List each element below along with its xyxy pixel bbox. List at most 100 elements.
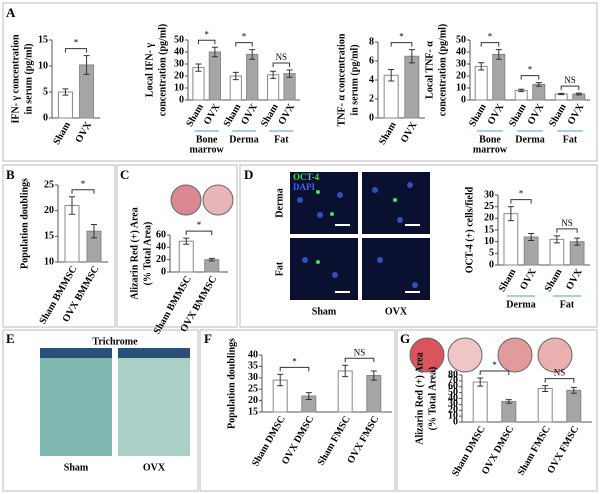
error-bar bbox=[553, 235, 560, 244]
y-axis-label: concentration (pg/ml) bbox=[157, 24, 168, 117]
error-bar bbox=[211, 46, 218, 58]
significance-bracket bbox=[479, 370, 510, 375]
group-label: Derma bbox=[506, 299, 535, 310]
y-tick-label: 30 bbox=[174, 58, 184, 69]
panel-letter: B bbox=[6, 167, 15, 182]
panel-frame bbox=[2, 329, 199, 492]
group-label: marrow bbox=[473, 144, 508, 155]
y-tick-label: 30 bbox=[456, 58, 466, 69]
tissue-image bbox=[40, 348, 112, 456]
dish-image bbox=[537, 337, 573, 373]
y-axis-label: Alizarin Red (+) Area bbox=[414, 352, 425, 444]
dish-image bbox=[447, 337, 483, 373]
bar bbox=[404, 55, 420, 119]
y-tick-label: 6 bbox=[369, 55, 374, 66]
tissue-image bbox=[118, 348, 190, 358]
bar bbox=[192, 67, 205, 101]
y-axis-label: Local IFN- γ bbox=[144, 43, 155, 97]
significance-label: * bbox=[488, 32, 493, 42]
y-tick-label: 30 bbox=[448, 399, 458, 410]
error-bar bbox=[270, 70, 277, 79]
y-tick-label: 35 bbox=[248, 361, 258, 372]
tissue-image bbox=[118, 348, 190, 456]
x-tick-label: OVX bbox=[276, 101, 297, 126]
x-tick-label: Sham bbox=[259, 102, 281, 129]
y-tick-label: 20 bbox=[484, 213, 494, 224]
y-tick-label: 50 bbox=[174, 34, 184, 45]
bar bbox=[501, 400, 517, 423]
bar bbox=[474, 65, 488, 101]
error-bar bbox=[518, 88, 525, 93]
significance-bracket bbox=[344, 357, 375, 363]
panel-letter: G bbox=[400, 331, 410, 346]
error-bar bbox=[542, 385, 549, 392]
significance-bracket bbox=[185, 230, 213, 236]
x-tick-label: Sham bbox=[377, 120, 399, 147]
error-bar bbox=[69, 196, 75, 215]
significance-bracket bbox=[480, 42, 500, 47]
y-tick-label: 60 bbox=[156, 229, 166, 240]
y-tick-label: 4 bbox=[369, 74, 374, 85]
bar bbox=[57, 91, 73, 119]
group-label: Derma bbox=[515, 134, 544, 145]
error-bar bbox=[477, 377, 484, 387]
panel-frame bbox=[2, 164, 116, 328]
dish-image bbox=[202, 184, 234, 216]
row-label: Derma bbox=[274, 188, 285, 217]
x-tick-label: OVX bbox=[399, 119, 420, 144]
significance-bracket bbox=[390, 42, 413, 47]
y-tick-label: 40 bbox=[448, 393, 458, 404]
y-tick-label: 10 bbox=[456, 82, 466, 93]
error-bar bbox=[558, 92, 565, 96]
panel-letter: A bbox=[6, 5, 16, 20]
y-axis-label: Alizarin Red (+) Area bbox=[129, 207, 140, 299]
significance-label: NS bbox=[554, 368, 566, 378]
y-tick-label: 5 bbox=[489, 248, 494, 259]
image-title: Trichrome bbox=[92, 336, 138, 347]
x-tick-label: Sham bbox=[222, 102, 244, 129]
y-axis-label: Local TNF- α bbox=[424, 41, 435, 99]
error-bar bbox=[286, 69, 293, 78]
y-tick-label: 5 bbox=[43, 86, 48, 97]
y-tick-label: 15 bbox=[248, 406, 258, 417]
y-axis-label: in serum (pg/ml) bbox=[349, 44, 360, 115]
x-tick-label: OVX bbox=[74, 119, 95, 144]
y-tick-label: 20 bbox=[44, 205, 54, 216]
error-bar bbox=[388, 69, 395, 82]
significance-bracket bbox=[544, 378, 575, 383]
error-bar bbox=[342, 364, 349, 378]
panel-frame bbox=[199, 329, 396, 492]
y-tick-label: 0 bbox=[453, 416, 458, 427]
significance-label: NS bbox=[564, 75, 576, 85]
panel-letter: E bbox=[6, 331, 15, 346]
y-tick-label: 20 bbox=[174, 70, 184, 81]
y-tick-label: 0 bbox=[179, 94, 184, 105]
bar bbox=[208, 51, 221, 101]
bar bbox=[204, 259, 220, 273]
micrograph-grid bbox=[290, 172, 430, 300]
error-bar bbox=[305, 392, 312, 400]
y-tick-label: 20 bbox=[156, 254, 166, 265]
significance-label: * bbox=[528, 65, 533, 75]
y-tick-label: 0 bbox=[461, 94, 466, 105]
x-tick-label: Sham bbox=[51, 120, 73, 147]
error-bar bbox=[277, 373, 284, 387]
y-tick-label: 10 bbox=[38, 60, 48, 71]
y-axis-label: concentration (pg/ml) bbox=[437, 24, 448, 117]
error-bar bbox=[62, 88, 69, 96]
significance-label: * bbox=[74, 38, 79, 48]
panel-letter: C bbox=[120, 167, 129, 182]
bar bbox=[492, 53, 506, 101]
y-axis-label: OCT-4 (+) cells/field bbox=[464, 186, 475, 273]
y-tick-label: 15 bbox=[484, 224, 494, 235]
bar bbox=[472, 381, 488, 423]
bar bbox=[246, 53, 259, 101]
error-bar bbox=[570, 386, 577, 394]
y-axis-label: in serum (pg/ml) bbox=[23, 43, 34, 114]
row-label: Fat bbox=[274, 261, 285, 276]
x-tick-label: Sham bbox=[543, 267, 565, 294]
group-label: Derma bbox=[229, 134, 258, 145]
error-bar bbox=[505, 399, 512, 404]
error-bar bbox=[83, 55, 90, 75]
x-tick-label: OVX bbox=[564, 266, 585, 291]
